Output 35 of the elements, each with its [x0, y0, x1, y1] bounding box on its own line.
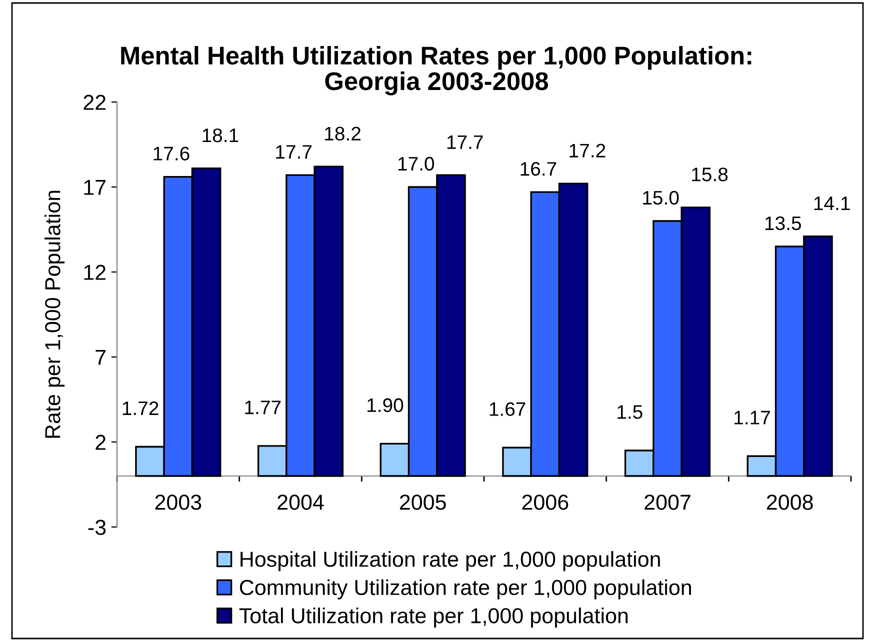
y-tick-label: 12 [84, 264, 106, 280]
legend-label: Community Utilization rate per 1,000 population [240, 579, 691, 600]
data-label: 18.1 [202, 128, 238, 142]
data-label: 16.7 [520, 162, 556, 176]
data-label: 1.17 [734, 410, 770, 424]
data-label: 17.7 [276, 145, 312, 159]
x-tick-label: 2004 [278, 494, 324, 510]
legend-label: Total Utilization rate per 1,000 population [239, 608, 628, 628]
data-label: 15.8 [692, 168, 728, 182]
y-tick-label: -3 [88, 520, 106, 536]
x-tick-label: 2005 [400, 494, 446, 510]
data-label: 17.2 [570, 144, 606, 158]
x-tick-label: 2007 [644, 494, 690, 510]
data-label: 1.5 [618, 405, 642, 419]
chart-title: Mental Health Utilization Rates per 1,000 Population: Georgia 2003-2008 [121, 46, 752, 96]
data-label: 1.72 [122, 401, 158, 415]
data-label: 1.67 [490, 402, 526, 416]
data-label: 13.5 [765, 216, 801, 230]
data-label: 17.7 [447, 135, 483, 149]
y-axis-title: Rate per 1,000 Population [44, 190, 65, 438]
data-label: 1.77 [245, 400, 281, 414]
data-label: 17.0 [398, 156, 434, 171]
y-tick-label: 22 [84, 94, 106, 110]
y-tick-label: 17 [84, 180, 106, 195]
x-tick-label: 2008 [766, 494, 813, 510]
data-label: 15.0 [643, 190, 679, 205]
x-tick-label: 2003 [155, 494, 202, 510]
data-label: 1.90 [368, 398, 404, 412]
legend-label: Hospital Utilization rate per 1,000 population [240, 551, 660, 572]
data-label: 18.2 [325, 126, 360, 141]
data-label: 17.6 [154, 146, 190, 160]
data-label: 14.1 [814, 196, 850, 210]
y-tick-label: 7 [96, 350, 106, 365]
x-tick-label: 2006 [522, 494, 568, 510]
y-tick-label: 2 [96, 434, 106, 450]
